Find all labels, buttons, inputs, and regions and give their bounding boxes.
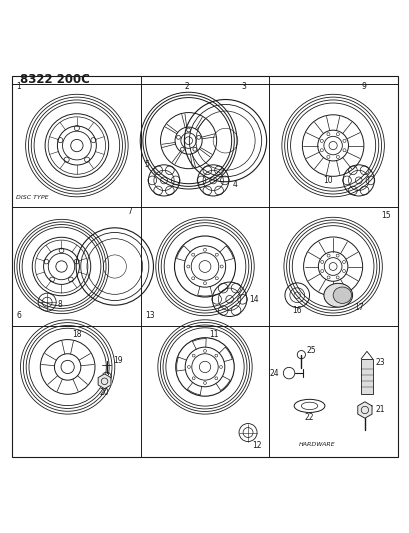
- Text: 5: 5: [144, 160, 149, 169]
- Ellipse shape: [332, 287, 351, 303]
- Polygon shape: [357, 402, 371, 418]
- Text: 22: 22: [304, 413, 314, 422]
- Text: 10: 10: [323, 176, 332, 185]
- Text: 8: 8: [57, 300, 62, 309]
- Text: 11: 11: [209, 329, 218, 338]
- Ellipse shape: [323, 284, 352, 307]
- Text: 6: 6: [16, 311, 21, 320]
- Text: 3: 3: [241, 82, 246, 91]
- Text: 15: 15: [380, 211, 390, 220]
- Text: 16: 16: [292, 306, 301, 316]
- Text: 24: 24: [269, 369, 278, 377]
- Text: 8322 200C: 8322 200C: [20, 72, 90, 86]
- Text: 7: 7: [127, 207, 132, 216]
- Text: DISC TYPE: DISC TYPE: [16, 195, 49, 200]
- Text: HARDWARE: HARDWARE: [299, 442, 335, 447]
- Text: 25: 25: [306, 346, 315, 355]
- Text: 1: 1: [16, 82, 21, 91]
- Text: 18: 18: [72, 329, 81, 338]
- Text: 13: 13: [145, 311, 155, 320]
- Text: 9: 9: [361, 82, 366, 91]
- Text: 14: 14: [249, 295, 258, 304]
- Text: 12: 12: [252, 441, 261, 450]
- Bar: [360, 359, 372, 393]
- Text: 19: 19: [112, 356, 122, 365]
- Text: 2: 2: [184, 82, 189, 91]
- Polygon shape: [98, 374, 111, 389]
- Text: 23: 23: [374, 358, 384, 367]
- Text: 20: 20: [99, 388, 109, 397]
- Text: 17: 17: [353, 303, 362, 312]
- Text: 4: 4: [232, 180, 237, 189]
- Text: 21: 21: [374, 406, 384, 415]
